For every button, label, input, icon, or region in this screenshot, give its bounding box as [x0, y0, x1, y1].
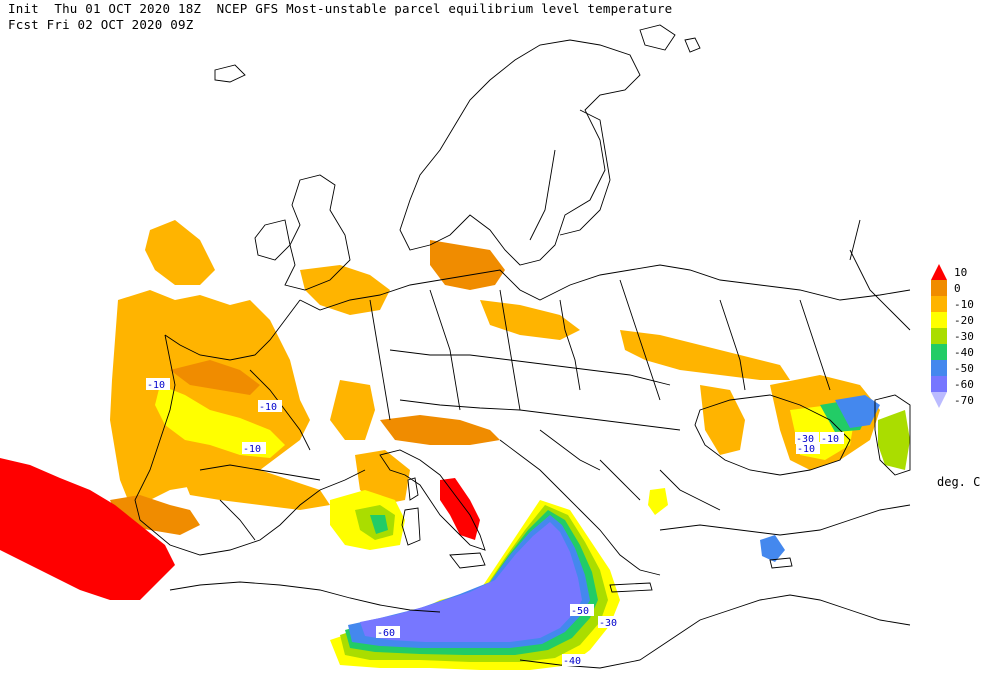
contour-label: -10 — [243, 444, 261, 455]
field-blue-turkey-south — [760, 535, 785, 562]
field-dark-orange-biscay — [170, 360, 260, 395]
field-orange-balkans — [330, 380, 375, 440]
contour-label-bg — [570, 604, 594, 616]
weather-map: -10 -10 -10 -30 -10 -50 -30 -60 -40 -10 — [0, 24, 911, 670]
legend-swatch — [931, 296, 947, 312]
field-orange-north-sea — [300, 265, 390, 315]
contour-label: -60 — [377, 628, 395, 639]
contour-label-bg — [598, 616, 622, 628]
field-red-italy — [440, 478, 480, 540]
legend-label: 0 — [954, 282, 961, 295]
color-legend: 10 0 -10 -20 -30 -40 -50 -60 -70 — [930, 264, 990, 424]
contour-label: -10 — [147, 380, 165, 391]
contour-label: -10 — [259, 402, 277, 413]
field-orange-spain-east — [180, 465, 330, 510]
field-blue-caucasus — [835, 395, 880, 428]
contour-label-bg — [562, 654, 586, 666]
legend-label: -40 — [954, 346, 974, 359]
field-orange-bay-biscay — [145, 220, 215, 285]
field-red-atlantic — [0, 458, 175, 600]
contour-label: -40 — [563, 656, 581, 667]
legend-label: -60 — [954, 378, 974, 391]
contour-labels: -10 -10 -10 -30 -10 -50 -30 -60 -40 -10 — [146, 378, 844, 667]
field-purple-east-med — [360, 522, 582, 642]
field-teal-sardinia — [370, 515, 388, 534]
field-yellow-aegean — [648, 488, 668, 515]
legend-units: deg. C — [937, 475, 981, 489]
legend-label: -30 — [954, 330, 974, 343]
contour-label: -30 — [796, 434, 814, 445]
contour-label-bg — [258, 400, 282, 412]
legend-swatch — [931, 392, 947, 408]
legend-label: -70 — [954, 394, 974, 407]
field-orange-poland — [480, 300, 580, 340]
legend-label: -20 — [954, 314, 974, 327]
contour-label-bg — [242, 442, 266, 454]
contour-label: -10 — [797, 444, 815, 455]
field-orange-ukraine — [620, 330, 790, 380]
header-line-1: Init Thu 01 OCT 2020 18Z NCEP GFS Most-u… — [8, 1, 673, 16]
contour-label-bg — [796, 442, 820, 454]
field-green-caspian — [878, 410, 910, 470]
legend-swatch — [931, 312, 947, 328]
field-orange-baltic — [430, 240, 505, 290]
contour-label-bg — [376, 626, 400, 638]
field-orange-alps — [380, 415, 500, 445]
contour-label: -10 — [821, 434, 839, 445]
contour-label: -50 — [571, 606, 589, 617]
contour-label-bg — [820, 432, 844, 444]
legend-swatch — [931, 328, 947, 344]
contour-label-bg — [146, 378, 170, 390]
legend-colorbar — [931, 264, 947, 408]
legend-swatch — [931, 344, 947, 360]
field-yellow-france — [155, 385, 285, 458]
legend-swatch — [931, 360, 947, 376]
legend-swatch — [931, 280, 947, 296]
legend-swatch — [931, 376, 947, 392]
legend-label: 10 — [954, 266, 968, 279]
contour-label: -30 — [599, 618, 617, 629]
coastlines — [134, 24, 911, 669]
legend-label: -50 — [954, 362, 974, 375]
field-orange-romania — [700, 385, 745, 455]
header-line-2: Fcst Fri 02 OCT 2020 09Z — [8, 17, 194, 32]
contour-label-bg — [795, 432, 819, 444]
legend-swatch — [931, 264, 947, 280]
legend-label: -10 — [954, 298, 974, 311]
